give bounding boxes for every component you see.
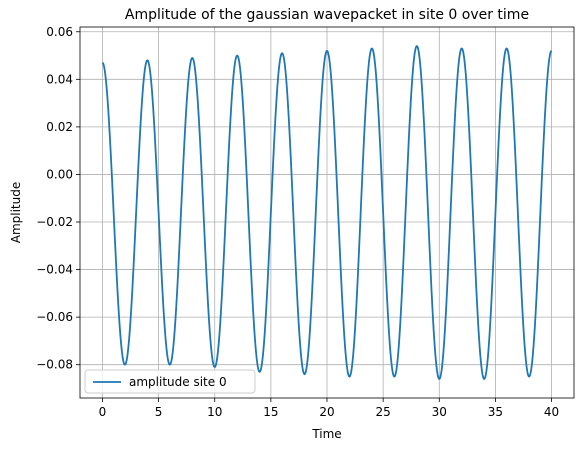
x-tick-label: 30 (432, 405, 447, 419)
x-axis-label: Time (311, 427, 341, 441)
x-tick-label: 35 (488, 405, 503, 419)
y-tick-label: 0.02 (46, 120, 73, 134)
chart-title: Amplitude of the gaussian wavepacket in … (125, 7, 529, 23)
series-line-amplitude-site-0 (101, 45, 553, 380)
legend-box (84, 369, 256, 394)
x-tick-label: 0 (99, 405, 107, 419)
x-tick-label: 40 (544, 405, 559, 419)
y-tick-label: 0.04 (46, 72, 73, 86)
series-layer (101, 45, 553, 380)
x-tick-label: 5 (155, 405, 163, 419)
y-tick-label: 0.00 (46, 167, 73, 181)
legend-entry-label: amplitude site 0 (129, 375, 227, 389)
y-tick-label: −0.02 (36, 215, 73, 229)
x-tick-label: 10 (207, 405, 222, 419)
axes: 0 5 10 15 20 25 30 35 40 −0.08 −0.06 −0.04 −0.02 0.00… (36, 25, 559, 419)
y-tick-label: −0.08 (36, 358, 73, 372)
y-axis-label: Amplitude (9, 182, 23, 244)
x-tick-label: 15 (263, 405, 278, 419)
y-tick-label: 0.06 (46, 25, 73, 39)
y-tick-label: −0.04 (36, 263, 73, 277)
x-tick-label: 25 (375, 405, 390, 419)
x-tick-label: 20 (319, 405, 334, 419)
y-tick-label: −0.06 (36, 310, 73, 324)
grid (80, 27, 574, 398)
legend: amplitude site 0 (84, 369, 256, 394)
